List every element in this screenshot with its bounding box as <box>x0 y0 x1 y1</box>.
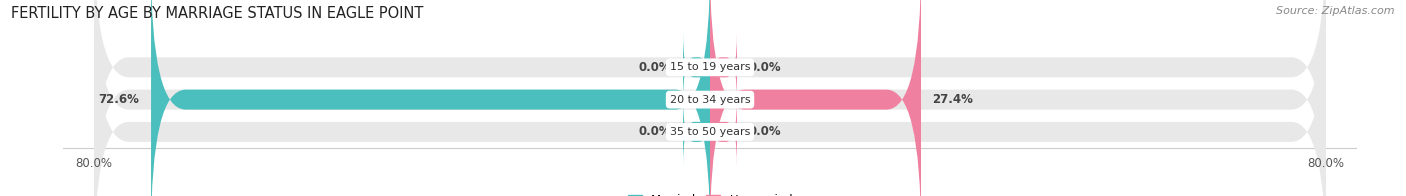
FancyBboxPatch shape <box>150 0 710 196</box>
Text: 27.4%: 27.4% <box>932 93 973 106</box>
Text: 15 to 19 years: 15 to 19 years <box>669 62 751 72</box>
Text: 0.0%: 0.0% <box>638 125 672 138</box>
Text: 72.6%: 72.6% <box>98 93 139 106</box>
FancyBboxPatch shape <box>94 0 1326 196</box>
FancyBboxPatch shape <box>710 32 737 103</box>
Text: 0.0%: 0.0% <box>638 61 672 74</box>
Text: Source: ZipAtlas.com: Source: ZipAtlas.com <box>1277 6 1395 16</box>
FancyBboxPatch shape <box>94 0 1326 196</box>
Text: 0.0%: 0.0% <box>748 125 782 138</box>
FancyBboxPatch shape <box>710 0 921 196</box>
Text: FERTILITY BY AGE BY MARRIAGE STATUS IN EAGLE POINT: FERTILITY BY AGE BY MARRIAGE STATUS IN E… <box>11 6 423 21</box>
FancyBboxPatch shape <box>683 97 710 167</box>
Text: 0.0%: 0.0% <box>748 61 782 74</box>
Text: 35 to 50 years: 35 to 50 years <box>669 127 751 137</box>
Legend: Married, Unmarried: Married, Unmarried <box>627 194 793 196</box>
FancyBboxPatch shape <box>710 97 737 167</box>
Text: 20 to 34 years: 20 to 34 years <box>669 95 751 105</box>
FancyBboxPatch shape <box>683 32 710 103</box>
FancyBboxPatch shape <box>94 0 1326 196</box>
